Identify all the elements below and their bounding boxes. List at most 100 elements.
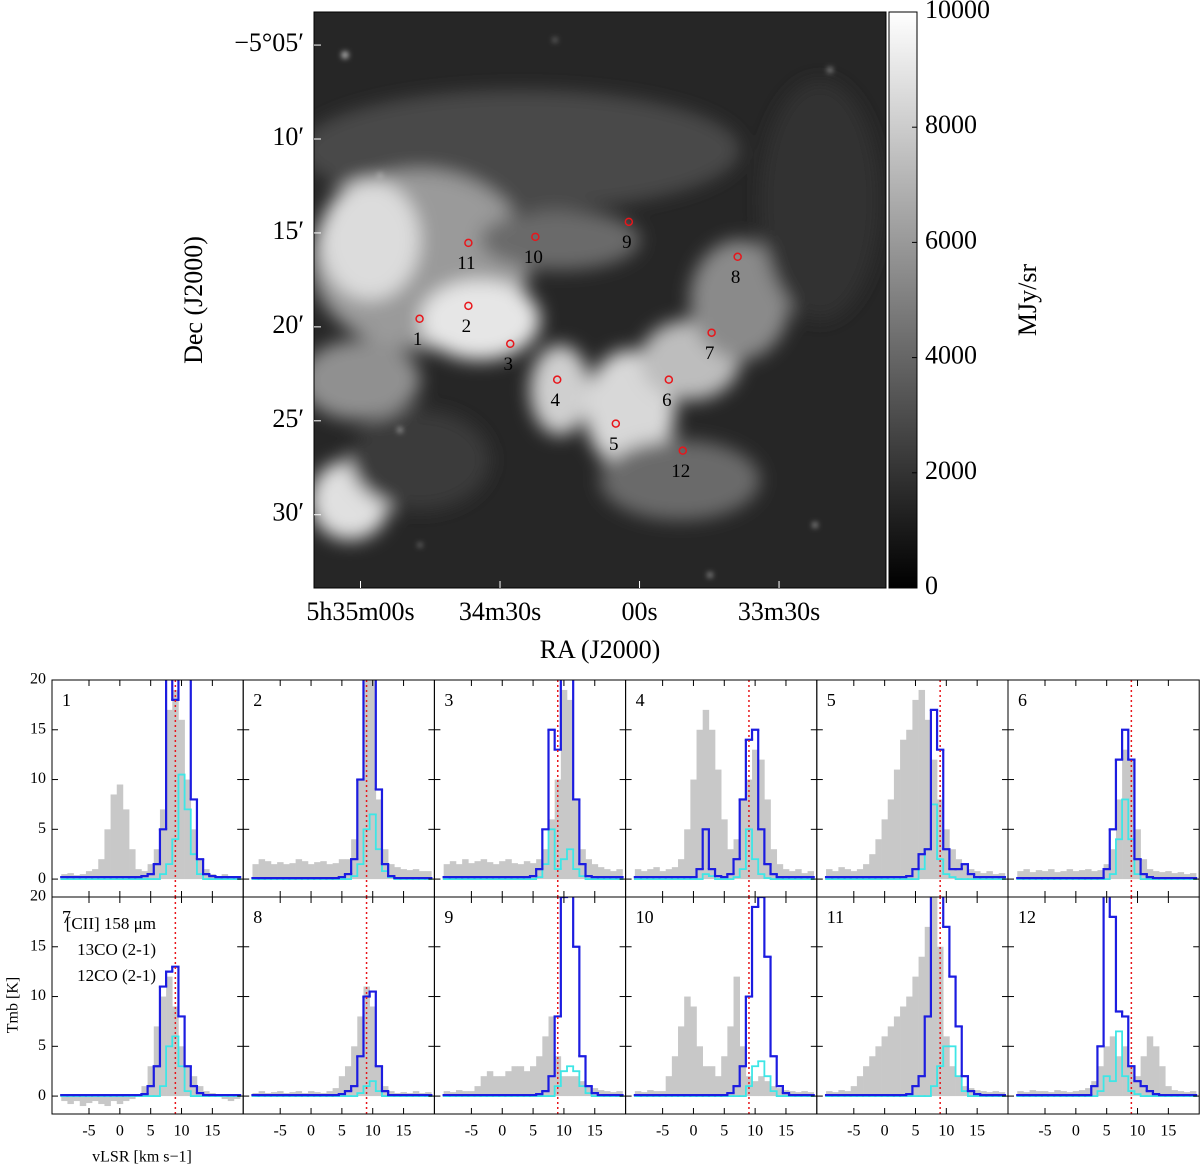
spectra-x-label: vLSR [km s−1] <box>92 1149 192 1166</box>
cii-bar <box>307 1091 315 1097</box>
cii-bar <box>363 986 370 1097</box>
cii-bar <box>332 863 340 880</box>
cii-bar <box>159 809 167 880</box>
cii-bar <box>1122 1046 1129 1097</box>
cii-bar <box>653 1091 660 1097</box>
cii-bar <box>671 1056 679 1097</box>
cii-bar <box>1078 870 1086 880</box>
marker <box>464 301 473 311</box>
cii-bar <box>147 864 155 880</box>
cii-bar <box>172 689 179 880</box>
cii-bar <box>1029 1090 1037 1097</box>
x-tick-label: 0 <box>1072 1123 1080 1140</box>
cii-bar <box>906 729 913 880</box>
cii-bar <box>616 869 623 880</box>
cii-bar <box>906 996 913 1097</box>
cii-bar <box>591 864 599 880</box>
panel-frame <box>1007 896 1200 1115</box>
cii-bar <box>974 871 981 880</box>
cii-bar <box>388 864 395 880</box>
cii-bar <box>1066 869 1074 880</box>
cii-bar <box>455 864 463 880</box>
stars <box>342 38 832 577</box>
cii-bar <box>542 1036 549 1097</box>
cii-bar <box>474 861 481 880</box>
cii-bar <box>634 869 642 880</box>
cii-bar <box>505 859 512 880</box>
cii-bar <box>61 1096 68 1102</box>
x-tick-label: -5 <box>1038 1123 1051 1140</box>
cii-bar <box>616 1091 623 1097</box>
cii-bar <box>357 779 364 880</box>
panel-label: 7 <box>62 907 71 927</box>
cii-bar <box>980 1091 987 1097</box>
cii-bar <box>715 769 722 880</box>
cii-bar <box>548 819 555 880</box>
cii-bar <box>937 799 944 880</box>
cii-bar <box>129 1096 136 1100</box>
cii-bar <box>776 1088 784 1097</box>
legend-entry: 13CO (2-1) <box>77 940 156 959</box>
cii-bar <box>708 1066 716 1097</box>
cii-bar <box>1146 869 1154 880</box>
panel <box>251 680 433 897</box>
x-tick-label: 10 <box>938 1123 954 1140</box>
cii-bar <box>918 689 926 880</box>
cii-bar <box>1097 870 1104 880</box>
cii-bar <box>850 871 858 880</box>
cii-bar <box>258 1091 266 1097</box>
cii-bar <box>363 680 370 880</box>
x-tick-label: 5 <box>911 1123 919 1140</box>
cii-bar <box>184 779 192 880</box>
cii-bar <box>696 1046 703 1097</box>
cii-bar <box>838 867 845 880</box>
y-tick-label: 15 <box>30 937 46 954</box>
cii-bar <box>807 871 815 880</box>
cii-bar <box>900 1006 907 1097</box>
cii-bar <box>721 1056 728 1097</box>
panel-label: 5 <box>827 690 836 710</box>
cii-bar <box>277 1091 284 1097</box>
x-tick-label: 15 <box>969 1123 985 1140</box>
cii-bar <box>1085 869 1092 880</box>
colorbar-label: MJy/sr <box>1013 264 1042 337</box>
cii-bar <box>900 739 907 880</box>
cii-bar <box>375 799 383 880</box>
cii-bar <box>634 1091 642 1097</box>
marker <box>464 238 473 248</box>
cii-bar <box>770 849 778 880</box>
cii-bar <box>826 1091 833 1097</box>
cii-bar <box>412 1091 420 1097</box>
cii-bar <box>887 799 895 880</box>
x-tick-label: 0 <box>689 1123 697 1140</box>
cii-bar <box>511 1066 518 1097</box>
marker-label: 6 <box>662 390 672 411</box>
cii-bar <box>98 1096 105 1105</box>
cii-bar <box>567 1076 574 1097</box>
x-tick-label: 34m30s <box>459 597 541 626</box>
cii-bar <box>665 1076 673 1097</box>
cii-bar <box>67 1096 74 1105</box>
cii-bar <box>647 1090 654 1097</box>
x-tick-label: 10 <box>747 1123 763 1140</box>
cii-bar <box>955 1076 963 1097</box>
marker <box>733 252 742 262</box>
cii-bar <box>258 859 266 880</box>
cii-bar <box>1035 870 1043 880</box>
cii-bar <box>221 1096 229 1100</box>
x-tick-label: 15 <box>396 1123 412 1140</box>
cii-bar <box>1017 1091 1024 1097</box>
cii-bar <box>739 799 747 880</box>
cii-bar <box>1103 864 1111 880</box>
cii-bar <box>918 956 926 1097</box>
cii-bar <box>196 859 204 880</box>
cii-bar <box>412 869 420 880</box>
marker-label: 4 <box>550 390 560 411</box>
cii-bar <box>548 1016 555 1097</box>
panel <box>442 680 624 897</box>
cii-bar <box>659 871 666 880</box>
marker-label: 8 <box>731 267 741 288</box>
cii-bar <box>930 759 938 880</box>
cii-bar <box>789 871 796 880</box>
